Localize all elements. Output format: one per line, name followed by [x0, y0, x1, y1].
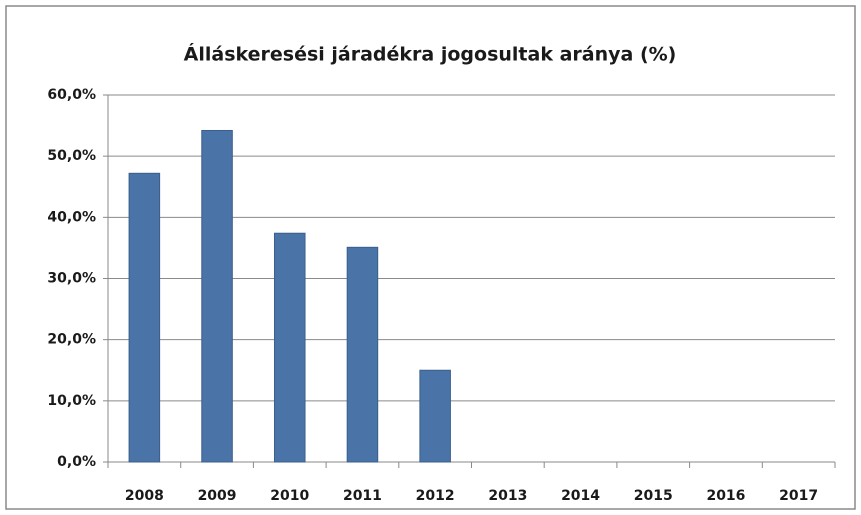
x-tick-label: 2012 [416, 488, 455, 504]
x-tick-label: 2015 [634, 488, 673, 504]
x-tick-label: 2010 [270, 488, 309, 504]
x-tick-label: 2017 [779, 488, 818, 504]
bar [201, 129, 233, 463]
x-tick-label: 2011 [343, 488, 382, 504]
x-tick-label: 2016 [706, 488, 745, 504]
chart-title: Álláskeresési járadékra jogosultak arány… [184, 43, 677, 66]
y-tick-label: 50,0% [47, 148, 96, 164]
x-tick-label: 2013 [488, 488, 527, 504]
bar [273, 232, 306, 463]
y-tick-label: 60,0% [47, 87, 96, 103]
bar [419, 369, 451, 463]
y-tick-label: 0,0% [57, 454, 96, 470]
x-tick-label: 2014 [561, 488, 600, 504]
y-tick-label: 30,0% [47, 271, 96, 287]
y-tick-label: 10,0% [47, 393, 96, 409]
y-tick-label: 20,0% [47, 332, 96, 348]
x-tick-label: 2009 [198, 488, 237, 504]
bar [128, 172, 161, 463]
y-tick-label: 40,0% [47, 209, 96, 225]
x-tick-label: 2008 [125, 488, 164, 504]
bar [346, 246, 379, 463]
